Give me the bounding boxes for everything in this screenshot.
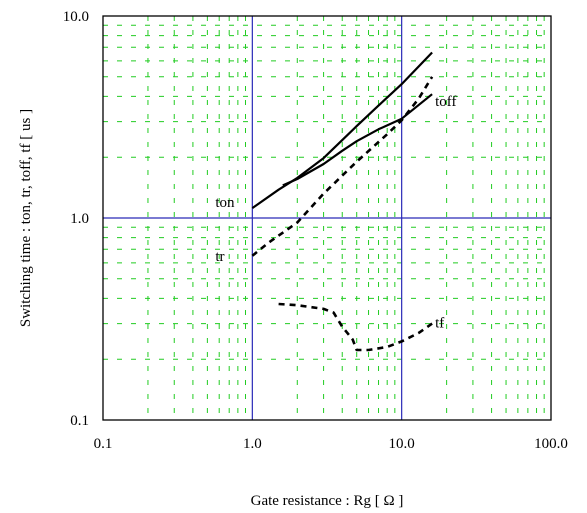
y-tick-labels: 0.1 1.0 10.0	[63, 9, 89, 429]
series-labels: ton toff tr tf	[215, 94, 456, 331]
x-axis-title: Gate resistance : Rg [ Ω ]	[251, 493, 404, 509]
series-layer	[251, 51, 434, 352]
series-label-toff: toff	[435, 94, 456, 110]
series-line-toff	[282, 93, 433, 187]
y-tick-label: 10.0	[63, 9, 89, 25]
x-tick-label: 1.0	[243, 436, 262, 452]
x-tick-labels: 0.1 1.0 10.0 100.0	[94, 436, 568, 452]
series-line-tr	[251, 76, 434, 257]
y-tick-label: 1.0	[70, 211, 89, 227]
series-label-tr: tr	[215, 249, 224, 265]
y-axis-title: Switching time : ton, tr, toff, tf [ us …	[18, 109, 34, 327]
series-label-ton: ton	[215, 195, 235, 211]
x-tick-label: 100.0	[534, 436, 568, 452]
minor-grid	[103, 16, 551, 420]
x-tick-label: 10.0	[389, 436, 415, 452]
series-line-tf	[278, 302, 433, 352]
series-line-ton	[251, 51, 433, 210]
series-label-tf: tf	[435, 316, 444, 332]
y-tick-label: 0.1	[70, 413, 89, 429]
plot-frame	[102, 15, 552, 421]
x-tick-label: 0.1	[94, 436, 113, 452]
